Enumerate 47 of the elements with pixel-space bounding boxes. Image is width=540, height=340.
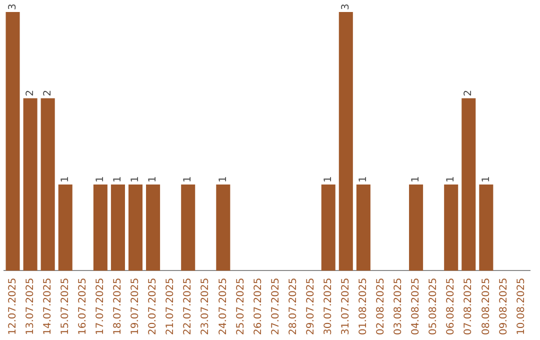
x-tick-label: 02.08.2025: [376, 278, 387, 336]
x-tick-label: 05.08.2025: [428, 278, 440, 336]
x-tick-label: 30.07.2025: [322, 278, 334, 336]
data-label: 1: [322, 176, 334, 182]
x-tick-label: 27.07.2025: [270, 278, 282, 336]
x-tick-label: 13.07.2025: [24, 278, 36, 336]
x-tick-label: 14.07.2025: [42, 278, 54, 336]
data-label: 2: [42, 90, 54, 96]
x-tick-label: 04.08.2025: [410, 278, 422, 336]
x-tick-label: 07.08.2025: [463, 278, 474, 336]
data-label: 2: [24, 90, 36, 96]
x-tick-label: 16.07.2025: [77, 278, 88, 336]
x-tick-label: 18.07.2025: [112, 278, 124, 336]
data-label: 1: [130, 176, 142, 182]
x-tick-label: 31.07.2025: [340, 278, 352, 336]
data-label: 3: [7, 4, 18, 10]
data-label: 1: [182, 176, 194, 182]
x-tick-label: 19.07.2025: [130, 278, 142, 336]
data-label: 1: [446, 176, 457, 182]
x-tick-label: 17.07.2025: [95, 278, 106, 336]
x-tick-label: 20.07.2025: [148, 278, 159, 336]
data-label: 1: [60, 176, 71, 182]
x-tick-label: 24.07.2025: [218, 278, 229, 336]
x-tick-label: 29.07.2025: [305, 278, 316, 336]
x-tick-label: 12.07.2025: [7, 278, 18, 336]
data-label: 2: [463, 90, 474, 96]
x-tick-label: 06.08.2025: [446, 278, 457, 336]
data-label: 3: [340, 4, 352, 10]
x-tick-label: 01.08.2025: [358, 278, 370, 336]
x-tick-label: 25.07.2025: [235, 278, 246, 336]
x-tick-label: 21.07.2025: [165, 278, 176, 336]
x-tick-label: 09.08.2025: [498, 278, 510, 336]
x-tick-label: 23.07.2025: [200, 278, 212, 336]
data-label: 1: [148, 176, 159, 182]
x-tick-label: 03.08.2025: [393, 278, 404, 336]
data-label: 1: [95, 176, 106, 182]
x-tick-label: 08.08.2025: [480, 278, 492, 336]
data-label: 1: [410, 176, 422, 182]
data-label: 1: [480, 176, 492, 182]
x-tick-label: 22.07.2025: [182, 278, 194, 336]
x-tick-label: 15.07.2025: [60, 278, 71, 336]
data-label: 1: [358, 176, 370, 182]
x-tick-label: 10.08.2025: [516, 278, 527, 336]
data-label: 1: [218, 176, 229, 182]
x-tick-label: 26.07.2025: [252, 278, 264, 336]
x-tick-label: 28.07.2025: [288, 278, 299, 336]
data-label: 1: [112, 176, 124, 182]
